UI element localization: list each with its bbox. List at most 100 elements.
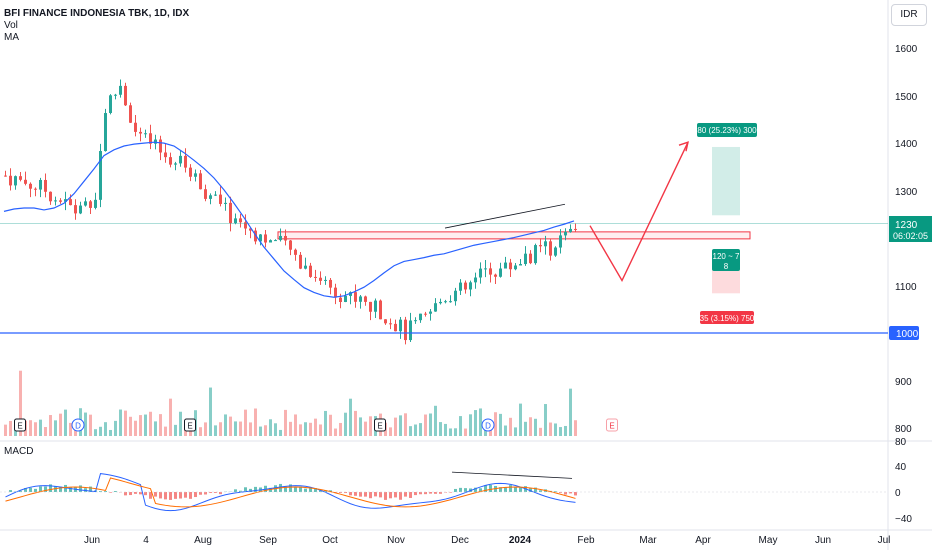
candle-body xyxy=(309,266,312,277)
volume-bar xyxy=(64,410,67,436)
macd-label[interactable]: MACD xyxy=(4,446,33,457)
candle-body xyxy=(274,240,277,241)
volume-bar xyxy=(394,418,397,436)
candle-body xyxy=(224,203,227,204)
candle-body xyxy=(319,278,322,281)
event-marker[interactable]: E xyxy=(375,419,386,431)
candle-body xyxy=(174,163,177,164)
candle-body xyxy=(59,200,62,201)
volume-bar xyxy=(539,428,542,436)
candle-body xyxy=(89,201,92,208)
zones xyxy=(278,147,750,293)
volume-bar xyxy=(544,404,547,436)
candle-body xyxy=(429,312,432,314)
candle-body xyxy=(329,280,332,288)
volume-bar xyxy=(464,429,467,436)
candle-body xyxy=(119,86,122,95)
candle-body xyxy=(359,296,362,301)
candle-body xyxy=(419,314,422,320)
volume-bar xyxy=(529,417,532,436)
volume-bar xyxy=(54,420,57,436)
time-tick-label: Apr xyxy=(695,535,711,546)
volume-bar xyxy=(234,421,237,436)
macd-histogram-bar xyxy=(9,490,12,492)
candle-body xyxy=(19,176,22,180)
candle-body xyxy=(569,229,572,232)
volume-bar xyxy=(144,415,147,436)
candle-body xyxy=(479,269,482,278)
event-marker[interactable]: D xyxy=(482,419,494,431)
candle-body xyxy=(374,301,377,312)
volume-bar xyxy=(339,423,342,436)
volume-bar xyxy=(364,422,367,436)
volume-bar xyxy=(59,414,62,436)
ratio-label-text: 120 ~ 7 xyxy=(713,252,740,261)
macd-histogram-bar xyxy=(409,492,412,498)
volume-bar xyxy=(94,429,97,436)
price-tick-label: 1400 xyxy=(895,139,918,150)
currency-button[interactable]: IDR xyxy=(891,4,927,26)
candle-body xyxy=(559,235,562,247)
support-price-text: 1000 xyxy=(896,329,919,340)
event-marker[interactable]: E xyxy=(185,419,196,431)
macd-histogram-bar xyxy=(459,488,462,492)
macd-histogram-bar xyxy=(139,492,142,494)
candle-body xyxy=(144,133,147,134)
candle-body xyxy=(439,302,442,303)
candle-body xyxy=(214,195,217,196)
volume-bar xyxy=(89,415,92,436)
candle-body xyxy=(364,296,367,301)
volume-bar xyxy=(244,410,247,436)
volume-bar xyxy=(564,426,567,436)
macd-histogram-bar xyxy=(29,488,32,492)
volume-bar xyxy=(109,430,112,436)
macd-histogram-bar xyxy=(189,492,192,499)
macd-histogram-bar xyxy=(64,485,67,492)
volume-bar xyxy=(299,424,302,436)
event-marker-label: D xyxy=(75,422,81,431)
macd-histogram-bar xyxy=(509,485,512,492)
macd-histogram-bar xyxy=(134,492,137,494)
macd-histogram-bar xyxy=(69,487,72,492)
event-marker-label: E xyxy=(187,422,192,431)
volume-bar xyxy=(444,424,447,436)
candle-body xyxy=(114,95,117,96)
signal-line xyxy=(6,478,576,507)
candle-body xyxy=(334,288,337,298)
candle-body xyxy=(39,180,42,190)
macd-histogram-bar xyxy=(489,485,492,492)
candle-body xyxy=(239,218,242,222)
candles xyxy=(4,80,577,345)
event-marker[interactable]: E xyxy=(15,419,26,431)
candle-body xyxy=(199,173,202,189)
candle-body xyxy=(194,173,197,176)
macd-histogram-bar xyxy=(434,492,437,494)
indicator-ma[interactable]: MA xyxy=(4,32,189,44)
time-tick-label: Dec xyxy=(451,535,469,546)
candle-body xyxy=(179,156,182,164)
volume-bar xyxy=(169,399,172,436)
candle-body xyxy=(204,189,207,199)
macd-histogram-bar xyxy=(354,492,357,496)
candle-body xyxy=(384,319,387,323)
candle-body xyxy=(324,280,327,281)
volume-bar xyxy=(219,422,222,436)
event-marker[interactable]: D xyxy=(72,419,84,431)
candle-body xyxy=(494,275,497,277)
symbol-title[interactable]: BFI FINANCE INDONESIA TBK, 1D, IDX xyxy=(4,8,189,20)
macd-histogram-bar xyxy=(184,492,187,498)
volume-bar xyxy=(319,424,322,436)
candle-body xyxy=(84,201,87,205)
indicator-vol[interactable]: Vol xyxy=(4,20,189,32)
volume-bar xyxy=(39,420,42,436)
volume-bar xyxy=(509,418,512,436)
volume-bar xyxy=(99,427,102,436)
event-marker[interactable]: E xyxy=(607,419,618,431)
macd-histogram-bar xyxy=(389,492,392,498)
volume-bar xyxy=(439,422,442,436)
volume-bar xyxy=(399,415,402,436)
volume-bar xyxy=(239,422,242,436)
macd-histogram-bar xyxy=(234,489,237,492)
